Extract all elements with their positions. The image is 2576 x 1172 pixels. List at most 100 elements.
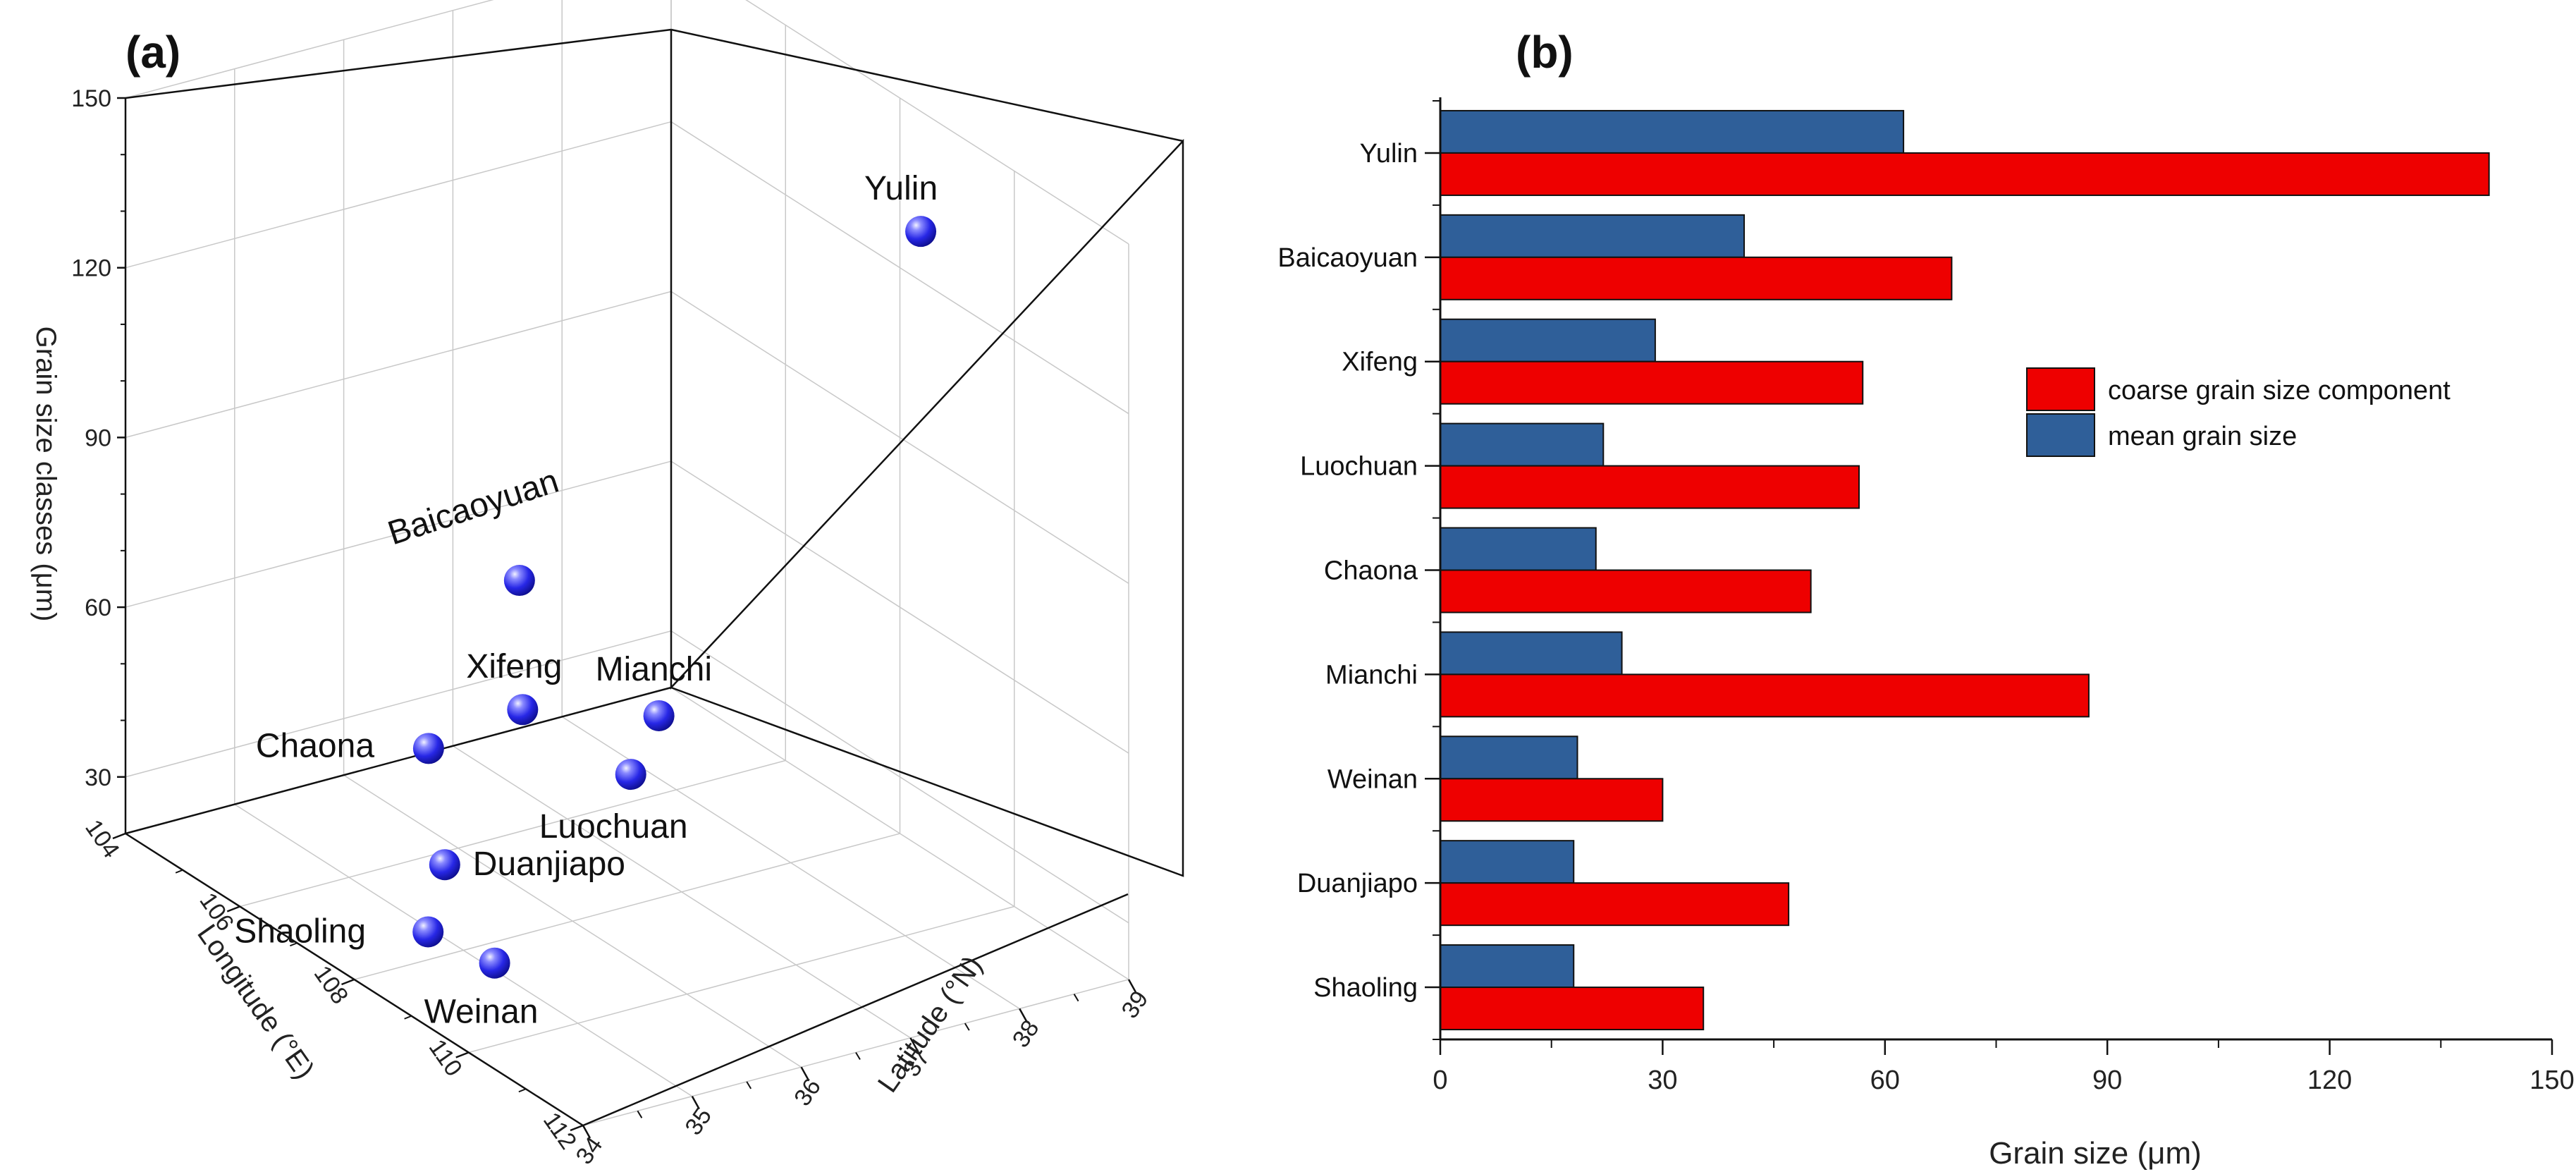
- longitude-tick: [341, 978, 355, 986]
- latitude-tick: [1019, 1008, 1028, 1023]
- bar-axes: Yulin Baicaoyuan Xifeng Luochuan Chaona Mianc…: [1277, 97, 2575, 1095]
- longitude-minor-tick: [518, 1088, 527, 1093]
- gridline: [670, 687, 1129, 980]
- longitude-tick-label: 110: [424, 1034, 467, 1081]
- bar-mean-shaoling: [1440, 944, 1575, 989]
- bar-mean-xifeng: [1440, 318, 1656, 362]
- site-label-duanjiapo: Duanjiapo: [473, 846, 625, 883]
- panel-a-gridlines: [125, 0, 1129, 1126]
- gridline: [125, 0, 494, 99]
- bar-coarse-chaona: [1440, 569, 1812, 614]
- gridline: [240, 759, 786, 908]
- legend-swatch: [2026, 367, 2095, 411]
- x-axis-title: Grain size (μm): [1989, 1136, 2202, 1171]
- bar-mean-duanjiapo: [1440, 840, 1575, 884]
- longitude-minor-tick: [404, 1015, 412, 1020]
- z-axis-title: Grain size classes (μm): [30, 326, 61, 622]
- sphere-yulin: [905, 216, 937, 248]
- category-label: Yulin: [1360, 139, 1418, 169]
- site-label-weinan: Weinan: [424, 994, 539, 1031]
- latitude-minor-tick: [746, 1081, 752, 1089]
- bar-mean-weinan: [1440, 735, 1578, 780]
- panel-a-label: (a): [125, 27, 180, 78]
- panel-b-label: (b): [1516, 27, 1574, 78]
- latitude-tick: [691, 1095, 700, 1110]
- x-tick-label: 120: [2307, 1066, 2352, 1095]
- gridline: [354, 833, 900, 980]
- longitude-minor-tick: [290, 942, 298, 947]
- x-tick-label: 90: [2092, 1066, 2122, 1095]
- sphere-chaona: [412, 733, 444, 764]
- site-label-chaona: Chaona: [256, 727, 374, 764]
- latitude-tick-label: 35: [680, 1103, 717, 1140]
- x-tick-label: 0: [1433, 1066, 1447, 1095]
- latitude-minor-tick: [637, 1110, 643, 1118]
- bar-mean-yulin: [1440, 109, 1905, 154]
- side-top-edge: [670, 28, 1184, 142]
- z-tick-label: 90: [85, 425, 111, 451]
- bar-coarse-yulin: [1440, 152, 2490, 196]
- category-label: Chaona: [1324, 556, 1418, 586]
- bar-coarse-duanjiapo: [1440, 882, 1790, 927]
- longitude-tick: [112, 832, 126, 840]
- category-label: Mianchi: [1325, 660, 1418, 690]
- gridline: [125, 630, 672, 778]
- bar-mean-mianchi: [1440, 631, 1623, 676]
- bar-coarse-xifeng: [1440, 360, 1864, 405]
- bar-coarse-luochuan: [1440, 465, 1860, 509]
- bar-coarse-shaoling: [1440, 987, 1705, 1031]
- z-tick-label: 60: [85, 594, 111, 621]
- site-label-xifeng: Xifeng: [466, 648, 562, 685]
- x-tick-label: 60: [1870, 1066, 1900, 1095]
- bar-mean-luochuan: [1440, 422, 1605, 467]
- bar-mean-chaona: [1440, 527, 1597, 571]
- latitude-minor-tick: [855, 1051, 861, 1061]
- legend-label: mean grain size: [2108, 422, 2297, 451]
- gridline: [125, 121, 672, 269]
- latitude-axis-line: [582, 893, 1129, 1127]
- gridline: [125, 460, 672, 608]
- panel-a-frame: [124, 28, 1184, 1127]
- category-label: Weinan: [1327, 764, 1418, 794]
- gridline: [343, 774, 802, 1068]
- site-label-mianchi: Mianchi: [596, 651, 712, 688]
- sphere-mianchi: [643, 700, 675, 731]
- panel-b-bar-chart: (b) Yulin Baicaoyuan Xifeng Luochuan Chaona M…: [1277, 27, 2574, 1171]
- gridline: [468, 905, 1014, 1054]
- longitude-tick: [226, 905, 240, 912]
- bar-coarse-weinan: [1440, 778, 1664, 822]
- site-label-yulin: Yulin: [864, 170, 938, 207]
- category-label: Baicaoyuan: [1277, 243, 1418, 273]
- legend: coarse grain size component mean grain si…: [2026, 367, 2451, 457]
- category-label: Duanjiapo: [1297, 869, 1418, 898]
- sphere-xifeng: [507, 694, 539, 726]
- longitude-minor-tick: [175, 869, 183, 874]
- latitude-minor-tick: [964, 1023, 970, 1031]
- site-label-luochuan: Luochuan: [539, 808, 688, 846]
- z-tick-label: 120: [71, 255, 111, 282]
- z-tick-label: 30: [85, 764, 111, 791]
- longitude-tick: [570, 1124, 584, 1132]
- x-tick-label: 30: [1648, 1066, 1677, 1095]
- latitude-minor-tick: [1073, 994, 1079, 1002]
- sphere-baicaoyuan: [503, 565, 535, 597]
- bar-coarse-mianchi: [1440, 673, 2090, 718]
- gridline: [234, 803, 693, 1097]
- longitude-tick-label: 108: [309, 961, 354, 1009]
- category-label: Luochuan: [1300, 452, 1418, 482]
- back-wall-frame: [670, 30, 1184, 877]
- site-label-baicaoyuan: Baicaoyuan: [384, 463, 563, 553]
- legend-label: coarse grain size component: [2108, 376, 2451, 405]
- sphere-weinan: [479, 947, 510, 979]
- latitude-tick: [582, 1125, 591, 1139]
- scatter-points: Yulin Baicaoyuan Mianchi Xifeng Chaona Luochu…: [234, 170, 938, 1031]
- category-label: Xifeng: [1342, 348, 1418, 377]
- latitude-tick-label: 36: [789, 1073, 826, 1111]
- latitude-tick-label: 38: [1007, 1015, 1045, 1053]
- legend-swatch: [2026, 413, 2095, 457]
- longitude-tick-label: 104: [80, 815, 125, 863]
- sphere-luochuan: [615, 759, 646, 791]
- z-axis-ticks: 30 60 90 120 150: [71, 85, 125, 791]
